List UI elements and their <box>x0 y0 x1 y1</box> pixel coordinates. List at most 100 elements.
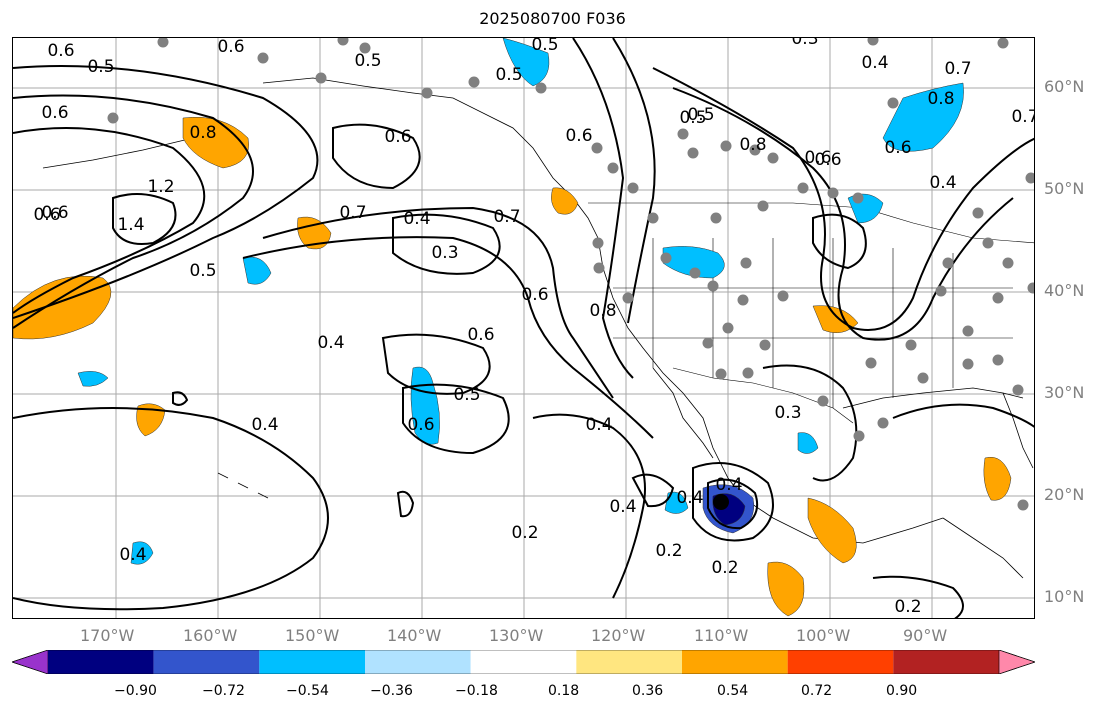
contour-label: 0.6 <box>47 41 74 61</box>
colorbar-segment <box>576 650 682 674</box>
colorbar-extend-high <box>998 649 1036 675</box>
gulf-coast <box>842 387 1024 409</box>
hawaii <box>217 472 269 499</box>
contour-label: 0.4 <box>861 53 888 73</box>
station-dot <box>759 339 771 351</box>
contour-label: 0.3 <box>431 243 458 263</box>
north-america-west-coast <box>572 197 944 544</box>
station-dot <box>982 237 994 249</box>
station-dot <box>1025 172 1034 184</box>
lon-label-120w: 120°W <box>591 626 646 645</box>
station-dot <box>1012 384 1024 396</box>
station-dot <box>157 38 169 48</box>
contour-label: 0.5 <box>495 65 522 85</box>
station-dot <box>315 72 327 84</box>
blue-area-pacific-2 <box>242 256 272 285</box>
alaska-coast <box>262 77 574 199</box>
station-dot <box>715 368 727 380</box>
contour-line <box>872 575 964 618</box>
colorbar-segment <box>787 650 894 674</box>
lat-label-10n: 10°N <box>1044 587 1085 606</box>
colorbar-segment <box>259 650 365 674</box>
contour-label: 0.5 <box>679 108 706 128</box>
contour-label: 0.4 <box>676 488 703 508</box>
contour-line <box>13 94 254 329</box>
colorbar-tick: −0.54 <box>286 683 329 699</box>
station-dot <box>593 262 605 274</box>
lat-label-40n: 40°N <box>1044 281 1085 300</box>
contour-label: 0.4 <box>119 545 146 565</box>
forecast-map: 0.6 0.5 0.6 0.5 0.6 1.2 1.4 0.6 0.5 0.8 … <box>13 38 1035 618</box>
station-dot <box>972 207 984 219</box>
contour-label: 0.6 <box>521 285 548 305</box>
station-dot <box>887 97 899 109</box>
orange-area-pacific-south <box>767 561 805 617</box>
contour-label: 0.2 <box>655 541 682 561</box>
contour-label: 0.8 <box>927 89 954 109</box>
contour-label: 0.6 <box>804 148 831 168</box>
contour-label: 0.8 <box>739 135 766 155</box>
contour-line <box>13 127 206 314</box>
contour-label: 0.4 <box>715 475 742 495</box>
contour-label: 0.5 <box>354 51 381 71</box>
contour-label: 0.4 <box>317 333 344 353</box>
station-dot <box>853 430 865 442</box>
contour-line <box>172 391 189 406</box>
blue-area-hudson <box>882 82 964 152</box>
orange-area-midpacific <box>13 275 112 340</box>
contour-label: 0.5 <box>189 261 216 281</box>
station-dot <box>337 38 349 46</box>
colorbar-segment <box>682 650 788 674</box>
contour-line <box>396 490 415 518</box>
lon-label-100w: 100°W <box>796 626 851 645</box>
contour-label: 1.4 <box>117 215 144 235</box>
orange-area-mexico <box>807 497 857 564</box>
lat-label-20n: 20°N <box>1044 485 1085 504</box>
station-dot <box>627 182 639 194</box>
lon-label-140w: 140°W <box>387 626 442 645</box>
colorbar-tick: 0.36 <box>632 683 664 699</box>
station-dot <box>817 395 829 407</box>
contour-line <box>892 403 1034 428</box>
station-dot <box>1002 257 1014 269</box>
contour-line <box>112 193 177 245</box>
colorbar-tick: −0.18 <box>455 683 498 699</box>
contour-label: 0.7 <box>944 59 971 79</box>
contour-label: 0.2 <box>711 558 738 578</box>
map-panel: 0.6 0.5 0.6 0.5 0.6 1.2 1.4 0.6 0.5 0.8 … <box>12 37 1035 619</box>
contour-line <box>532 413 646 599</box>
contour-line <box>631 473 675 508</box>
colorbar-tick: −0.90 <box>114 683 157 699</box>
station-dot <box>905 339 917 351</box>
baja-california <box>652 367 714 459</box>
blue-area-west-us <box>662 246 725 279</box>
station-dot <box>677 128 689 140</box>
contour-line <box>672 87 1014 341</box>
orange-area-gulf-alaska <box>297 216 332 250</box>
contour-label: 0.7 <box>339 203 366 223</box>
station-dot <box>742 367 754 379</box>
station-dot <box>535 82 547 94</box>
contour-label: 0.7 <box>1011 107 1035 127</box>
contour-label: 0.6 <box>33 205 60 225</box>
contour-line <box>762 364 858 482</box>
station-dot <box>867 38 879 46</box>
station-dot <box>737 294 749 306</box>
contour-line <box>13 407 329 611</box>
colorbar-segment <box>153 650 260 674</box>
station-dot <box>1027 282 1034 294</box>
contour-line <box>381 333 491 395</box>
station-dot <box>359 42 371 54</box>
colorbar-tick: −0.72 <box>202 683 245 699</box>
station-dot <box>592 237 604 249</box>
colorbar-segment <box>470 650 577 674</box>
station-dot <box>660 252 672 264</box>
station-dot <box>702 337 714 349</box>
contour-line <box>652 67 1034 331</box>
contour-line <box>392 213 501 275</box>
contour-label: 0.2 <box>894 597 921 617</box>
lon-label-90w: 90°W <box>903 626 948 645</box>
contour-line <box>332 123 421 190</box>
station-dot <box>962 325 974 337</box>
station-dot <box>107 112 119 124</box>
